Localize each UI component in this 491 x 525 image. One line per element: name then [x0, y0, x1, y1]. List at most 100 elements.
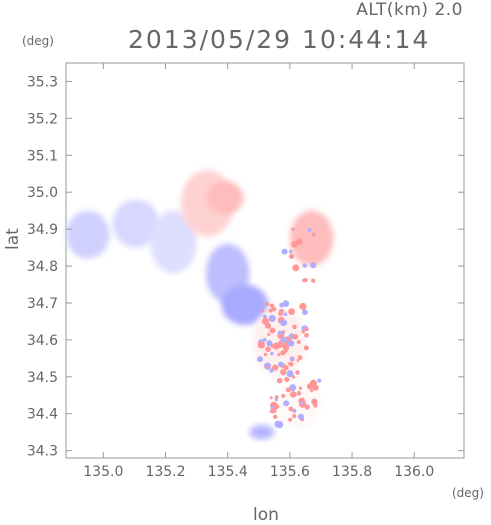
x-axis-label: lon [253, 505, 279, 525]
clutter-point-123 [311, 232, 316, 237]
y-tick-label-9: 35.2 [27, 111, 58, 127]
region-6 [221, 284, 269, 326]
clutter-point-106 [283, 400, 290, 407]
y-tick-label-4: 34.7 [27, 296, 58, 312]
clutter-point-81 [269, 396, 273, 400]
x-tick-label-1: 135.2 [145, 464, 185, 480]
clutter-point-107 [311, 398, 318, 406]
clutter-points [256, 227, 322, 429]
clutter-point-8 [265, 301, 270, 306]
y-tick-label-2: 34.5 [27, 370, 58, 386]
altitude-label: ALT(km) 2.0 [356, 0, 463, 20]
clutter-point-49 [289, 357, 294, 362]
clutter-point-24 [278, 308, 285, 314]
clutter-point-59 [277, 352, 281, 357]
clutter-point-101 [288, 406, 294, 412]
clutter-point-64 [296, 340, 301, 344]
clutter-point-45 [277, 361, 284, 368]
clutter-point-46 [288, 340, 295, 347]
clutter-point-73 [286, 370, 294, 378]
clutter-point-38 [265, 346, 271, 353]
clutter-point-122 [296, 238, 303, 245]
clutter-point-58 [279, 330, 284, 335]
clutter-point-113 [301, 401, 305, 405]
clutter-point-104 [290, 384, 295, 388]
y-tick-label-0: 34.3 [27, 444, 58, 460]
clutter-point-69 [304, 326, 309, 332]
clutter-point-68 [269, 327, 276, 334]
clutter-point-118 [288, 253, 295, 259]
clutter-point-88 [297, 413, 304, 420]
clutter-point-80 [298, 386, 303, 390]
region-2 [149, 210, 197, 274]
clutter-point-53 [271, 306, 277, 312]
y-tick-label-6: 34.9 [27, 222, 58, 238]
clutter-point-47 [280, 336, 287, 343]
clutter-point-44 [282, 300, 290, 307]
clutter-point-26 [256, 356, 264, 363]
clutter-point-114 [274, 420, 282, 428]
clutter-point-116 [291, 227, 295, 231]
region-10 [249, 424, 275, 440]
region-1 [112, 199, 160, 248]
clutter-point-103 [290, 391, 297, 398]
clutter-point-90 [271, 407, 277, 414]
clutter-point-17 [270, 351, 274, 356]
clutter-point-65 [261, 317, 270, 325]
clutter-point-63 [299, 302, 307, 310]
clutter-point-15 [303, 345, 309, 351]
clutter-point-110 [288, 417, 293, 422]
x-tick-label-4: 135.8 [332, 464, 372, 480]
clutter-point-126 [311, 278, 316, 283]
clutter-point-61 [283, 348, 288, 353]
clutter-point-43 [280, 319, 288, 327]
x-tick-label-3: 135.6 [270, 464, 310, 480]
x-tick-label-2: 135.4 [208, 464, 248, 480]
clutter-point-74 [291, 375, 296, 379]
clutter-point-93 [274, 404, 280, 410]
clutter-point-125 [292, 264, 300, 272]
clutter-point-95 [312, 384, 319, 391]
clutter-point-117 [288, 249, 293, 254]
y-tick-label-5: 34.8 [27, 259, 58, 275]
clutter-point-48 [257, 341, 266, 349]
clutter-point-112 [280, 369, 287, 376]
clutter-point-91 [295, 370, 300, 375]
clutter-point-108 [276, 377, 283, 384]
clutter-point-29 [283, 312, 288, 317]
clutter-point-124 [302, 263, 307, 268]
y-axis-unit: (deg) [22, 34, 54, 48]
clutter-point-99 [306, 383, 314, 390]
y-tick-label-10: 35.3 [27, 74, 58, 90]
clutter-point-121 [303, 277, 308, 283]
x-tick-label-0: 135.0 [83, 464, 123, 480]
clutter-point-111 [269, 368, 274, 373]
datetime-title: 2013/05/29 10:44:14 [128, 25, 431, 54]
clutter-point-102 [304, 404, 310, 410]
y-tick-label-7: 35.0 [27, 185, 58, 201]
clutter-point-109 [285, 387, 291, 393]
plot-frame [65, 62, 465, 459]
region-0 [66, 210, 110, 259]
clutter-point-120 [310, 262, 317, 269]
clutter-point-28 [265, 365, 269, 369]
clutter-point-36 [292, 324, 297, 330]
clutter-point-62 [292, 333, 299, 340]
y-tick-label-8: 35.1 [27, 148, 58, 164]
region-7 [289, 210, 334, 267]
clutter-point-27 [288, 308, 295, 315]
clutter-point-100 [274, 398, 279, 402]
clutter-point-50 [267, 332, 271, 336]
clutter-point-70 [296, 391, 302, 396]
clutter-point-54 [297, 355, 303, 360]
y-tick-label-1: 34.4 [27, 407, 58, 423]
clutter-point-51 [304, 332, 309, 338]
clutter-point-33 [288, 361, 292, 366]
clutter-point-128 [291, 241, 298, 248]
clutter-point-77 [310, 389, 314, 393]
clutter-point-66 [270, 344, 275, 348]
clutter-point-18 [268, 314, 276, 323]
clutter-point-78 [292, 413, 297, 419]
clutter-point-119 [281, 248, 288, 255]
